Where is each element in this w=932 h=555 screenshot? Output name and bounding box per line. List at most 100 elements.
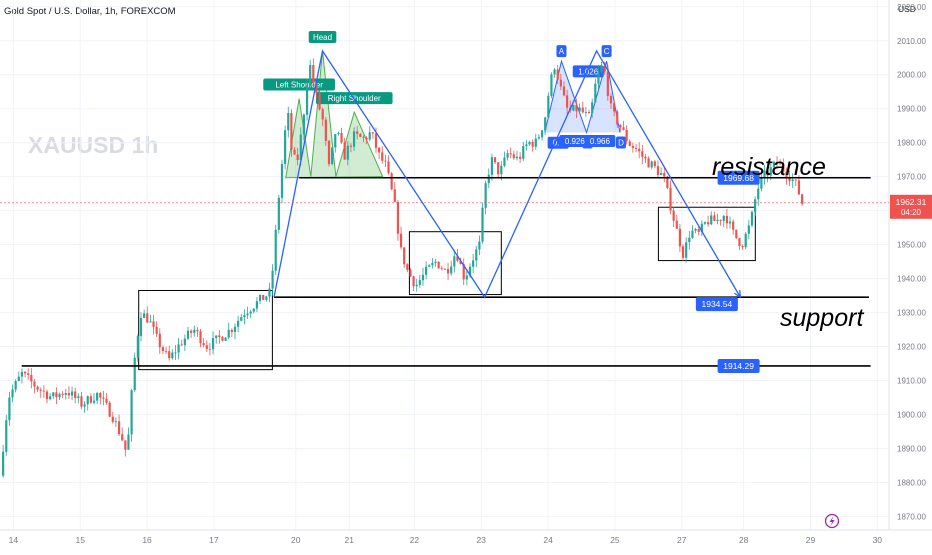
candle-body: [794, 179, 797, 181]
candle-body: [540, 130, 544, 138]
candle-body: [265, 296, 268, 300]
candle-body: [2, 451, 5, 476]
price-tick-label: 2000.00: [897, 71, 926, 80]
candle-body: [678, 228, 682, 247]
candle-body: [164, 351, 168, 352]
candle-body: [512, 154, 515, 159]
candle-body: [462, 264, 465, 280]
harmonic-path[interactable]: [544, 59, 621, 135]
candle-body: [249, 311, 252, 314]
time-tick-label: 14: [9, 535, 19, 545]
candle-body: [757, 188, 760, 200]
candle-body: [352, 131, 356, 147]
candle-body: [797, 180, 801, 195]
candle-body: [732, 221, 735, 230]
lightning-icon[interactable]: [824, 513, 840, 529]
candle-body: [218, 335, 221, 338]
candle-body: [566, 95, 569, 108]
harmonic-triangle: [586, 61, 620, 133]
candle-body: [67, 392, 71, 396]
candle-body: [735, 229, 738, 239]
candle-body: [575, 104, 578, 112]
candle-body: [99, 392, 102, 398]
candle-body: [468, 266, 472, 276]
candle-body: [481, 207, 484, 242]
candle-body: [681, 246, 685, 258]
candle-body: [146, 313, 149, 323]
candle-body: [506, 153, 509, 158]
candle-body: [766, 170, 769, 176]
candle-body: [23, 371, 27, 374]
candle-body: [493, 157, 497, 163]
candle-body: [296, 154, 299, 160]
candle-body: [77, 396, 80, 399]
consolidation-box-3[interactable]: [657, 206, 756, 262]
time-tick-label: 27: [677, 535, 687, 545]
harmonic-point-label: D: [618, 139, 624, 148]
horizontal-levels[interactable]: 1969.68 1934.54 1914.29: [21, 170, 871, 373]
candle-body: [378, 147, 381, 153]
candle-body: [17, 376, 20, 382]
candle-body: [428, 265, 431, 267]
candle-body: [149, 321, 152, 323]
price-tick-label: 1970.00: [897, 173, 926, 182]
candle-body: [274, 229, 277, 271]
candle-body: [255, 301, 259, 309]
candle-body: [14, 381, 17, 390]
candle-body: [647, 158, 650, 168]
candle-body: [215, 335, 218, 339]
candle-body: [11, 389, 14, 398]
candle-body: [556, 69, 559, 80]
candle-body: [64, 392, 67, 395]
candle-body: [290, 113, 293, 150]
candle-body: [20, 371, 24, 377]
candle-body: [638, 148, 641, 152]
zigzag-trendline[interactable]: [273, 49, 742, 299]
candle-body: [656, 166, 660, 176]
time-axis[interactable]: 14 15 16 17 20 21 22 23 24 25 27 28 29 30: [9, 535, 883, 545]
time-tick-label: 20: [291, 535, 301, 545]
candle-body: [785, 171, 788, 178]
candle-body: [211, 338, 215, 350]
candle-body: [675, 220, 678, 229]
candle-body: [356, 131, 359, 134]
candle-body: [594, 83, 597, 103]
head-and-shoulders-shape[interactable]: [285, 50, 384, 179]
candle-body: [208, 348, 212, 350]
candle-body: [39, 389, 42, 391]
candle-body: [443, 268, 447, 270]
candle-body: [697, 229, 700, 232]
candle-body: [465, 275, 468, 280]
candle-body: [472, 260, 475, 267]
candle-body: [399, 233, 403, 248]
price-axis[interactable]: 1870.00 1880.00 1890.00 1900.00 1910.00 1920.…: [897, 3, 926, 522]
candle-body: [114, 421, 118, 423]
candle-body: [70, 391, 74, 396]
candle-body: [349, 145, 353, 147]
price-tick-label: 1990.00: [897, 105, 926, 114]
candle-body: [387, 161, 390, 174]
candle-body: [227, 329, 230, 338]
candle-body: [365, 137, 368, 140]
candle-body: [719, 219, 722, 221]
consolidation-box-2[interactable]: [408, 231, 502, 296]
harmonic-ratio-bg: [559, 134, 591, 147]
candle-body: [409, 269, 412, 277]
candle-body: [694, 229, 697, 231]
consolidation-box-1[interactable]: [138, 289, 273, 371]
candle-body: [622, 127, 625, 130]
candle-body: [305, 85, 309, 115]
candle-body: [315, 83, 318, 94]
harmonic-ratio-label: 0.966: [590, 137, 611, 146]
time-tick-label: 23: [477, 535, 487, 545]
candle-body: [171, 352, 174, 359]
candle-body: [55, 392, 58, 398]
candle-body: [243, 315, 246, 318]
candle-body: [475, 249, 478, 261]
candle-body: [519, 156, 522, 159]
harmonic-point-label: A: [559, 47, 565, 56]
zigzag-line[interactable]: [273, 49, 741, 299]
candle-body: [155, 326, 158, 334]
candle-body: [284, 130, 287, 164]
